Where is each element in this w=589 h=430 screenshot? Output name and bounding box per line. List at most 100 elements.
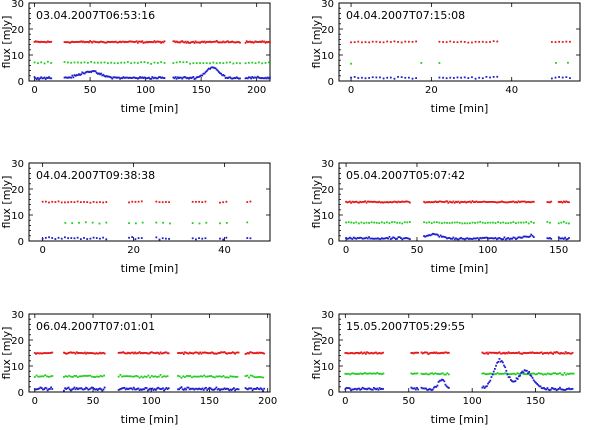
data-point — [559, 352, 561, 355]
data-point — [95, 72, 98, 74]
data-point — [50, 77, 53, 80]
data-point — [511, 200, 513, 203]
data-point — [226, 376, 228, 379]
data-point — [389, 201, 392, 204]
data-point — [49, 40, 51, 43]
data-point — [537, 352, 540, 355]
data-point — [125, 76, 128, 79]
data-point — [152, 352, 155, 354]
data-point — [371, 388, 374, 391]
data-point — [151, 351, 154, 354]
data-point — [481, 200, 484, 203]
data-point — [456, 201, 459, 203]
data-point — [192, 352, 195, 355]
y-axis-label: flux [mJy] — [310, 16, 323, 69]
data-point — [255, 41, 258, 43]
data-point — [81, 352, 84, 355]
data-point — [233, 77, 236, 79]
data-point — [157, 352, 160, 354]
data-point — [215, 375, 218, 378]
data-point — [96, 72, 99, 75]
data-point — [90, 352, 93, 354]
data-point — [493, 201, 496, 203]
data-point — [362, 372, 365, 375]
data-point — [388, 201, 391, 203]
data-point — [431, 352, 434, 354]
data-point — [214, 387, 217, 390]
data-point — [379, 238, 382, 241]
data-point — [352, 201, 355, 204]
data-point — [564, 388, 567, 391]
data-point — [105, 41, 108, 44]
data-point — [116, 41, 119, 44]
data-point — [231, 375, 234, 378]
data-point — [458, 201, 461, 204]
data-point — [255, 352, 257, 355]
data-point — [359, 352, 362, 354]
data-point — [63, 76, 66, 79]
data-point — [438, 379, 441, 382]
data-point — [533, 380, 536, 383]
data-point — [178, 41, 180, 44]
data-point — [374, 237, 377, 240]
data-point — [549, 388, 552, 391]
data-point — [406, 237, 409, 240]
data-point — [219, 237, 221, 240]
data-point — [253, 387, 256, 390]
data-point — [264, 62, 267, 64]
data-point — [117, 389, 120, 391]
data-point — [449, 40, 452, 43]
data-point — [224, 77, 227, 79]
data-point — [400, 201, 402, 204]
data-point — [40, 352, 43, 355]
data-point — [368, 200, 370, 203]
data-point — [78, 221, 80, 224]
data-point — [203, 387, 206, 390]
data-point — [382, 201, 384, 204]
x-tick-label: 150 — [200, 396, 219, 407]
data-point — [203, 351, 206, 354]
data-point — [213, 40, 216, 43]
data-point — [57, 236, 60, 239]
data-point — [371, 352, 374, 355]
data-point — [192, 375, 195, 378]
data-point — [199, 41, 201, 44]
data-point — [512, 351, 515, 354]
data-point — [532, 200, 535, 203]
data-point — [149, 387, 151, 390]
data-point — [510, 373, 513, 375]
data-point — [93, 61, 96, 64]
data-point — [89, 70, 91, 73]
data-point — [75, 351, 78, 354]
data-point — [99, 375, 102, 377]
data-point — [420, 386, 423, 389]
data-point — [427, 388, 430, 391]
data-point — [194, 200, 197, 203]
data-point — [128, 387, 131, 390]
data-point — [513, 236, 516, 239]
data-point — [64, 236, 66, 239]
data-point — [90, 61, 93, 63]
data-point — [202, 41, 205, 44]
data-point — [517, 221, 520, 224]
data-point — [393, 77, 396, 80]
data-point — [210, 388, 213, 391]
data-point — [209, 62, 211, 65]
data-point — [92, 200, 95, 203]
data-point — [426, 201, 429, 204]
data-point — [360, 221, 363, 224]
data-point — [476, 221, 479, 224]
data-point — [347, 221, 350, 224]
data-point — [557, 201, 560, 203]
data-point — [41, 237, 44, 240]
data-point — [480, 237, 483, 240]
data-point — [187, 352, 190, 355]
data-point — [39, 41, 42, 44]
data-point — [528, 351, 531, 354]
data-point — [453, 238, 456, 241]
data-point — [123, 77, 126, 79]
data-point — [446, 386, 449, 389]
data-point — [70, 375, 72, 378]
data-point — [36, 40, 39, 43]
